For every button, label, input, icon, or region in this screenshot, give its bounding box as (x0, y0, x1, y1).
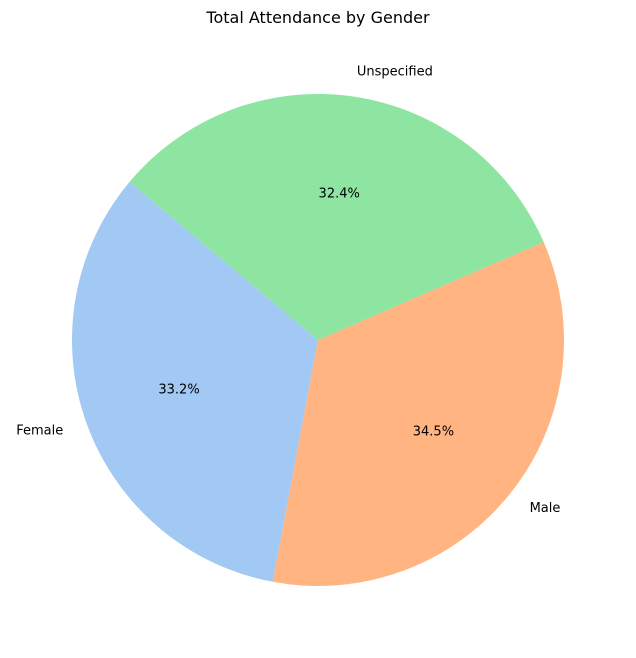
slice-percent-label: 34.5% (413, 425, 454, 440)
slice-percent-label: 33.2% (158, 382, 199, 397)
chart-title: Total Attendance by Gender (206, 8, 430, 27)
pie-slice-female (72, 181, 319, 582)
slice-percent-label: 32.4% (319, 186, 360, 201)
slice-category-label: Unspecified (357, 65, 433, 80)
slice-category-label: Male (530, 501, 561, 516)
pie-slice-unspecified (129, 93, 544, 340)
pie-slice-male (272, 242, 564, 586)
slice-category-label: Female (16, 424, 63, 439)
